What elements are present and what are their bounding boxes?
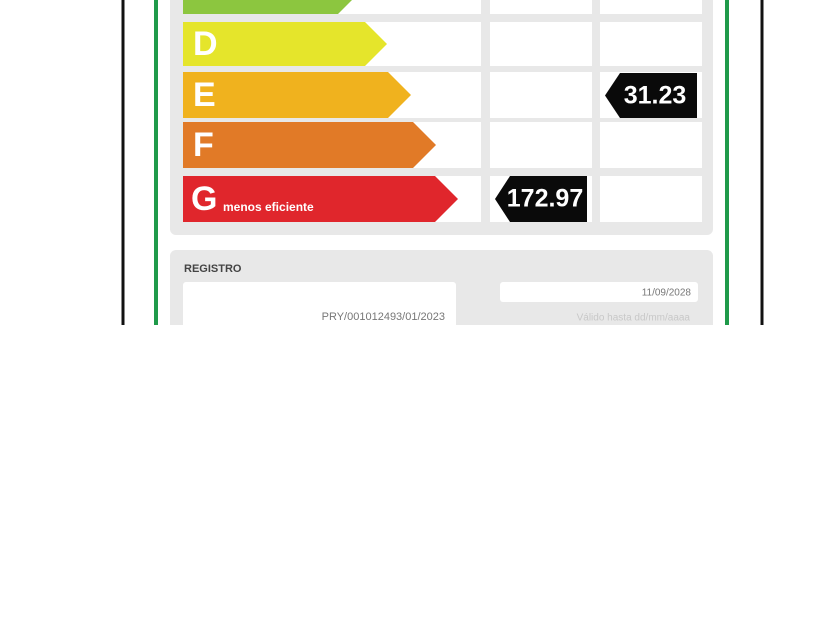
rating-letter: E [193, 76, 216, 114]
valid-until: 11/09/2028 [642, 288, 692, 299]
field [500, 282, 698, 302]
rating-letter: G [191, 180, 217, 218]
valid-until-hint: Válido hasta dd/mm/aaaa [577, 313, 691, 324]
value-badge [605, 73, 697, 118]
rating-letter: F [193, 126, 214, 164]
rating-arrow [183, 176, 458, 222]
registro-number: PRY/001012493/01/2023 [322, 311, 445, 323]
rating-arrow [183, 0, 352, 14]
rating-arrow [183, 122, 436, 168]
rating-note: menos eficiente [223, 200, 314, 214]
value-text: 31.23 [624, 82, 687, 110]
rating-arrow [183, 72, 411, 118]
blank-area [0, 325, 840, 630]
registro-title: REGISTRO [184, 263, 242, 275]
value-badge [495, 176, 587, 222]
rating-letter: D [193, 25, 218, 63]
rating-arrow [183, 22, 387, 66]
value-text: 172.97 [507, 185, 583, 213]
rating-letter: C [193, 0, 218, 7]
